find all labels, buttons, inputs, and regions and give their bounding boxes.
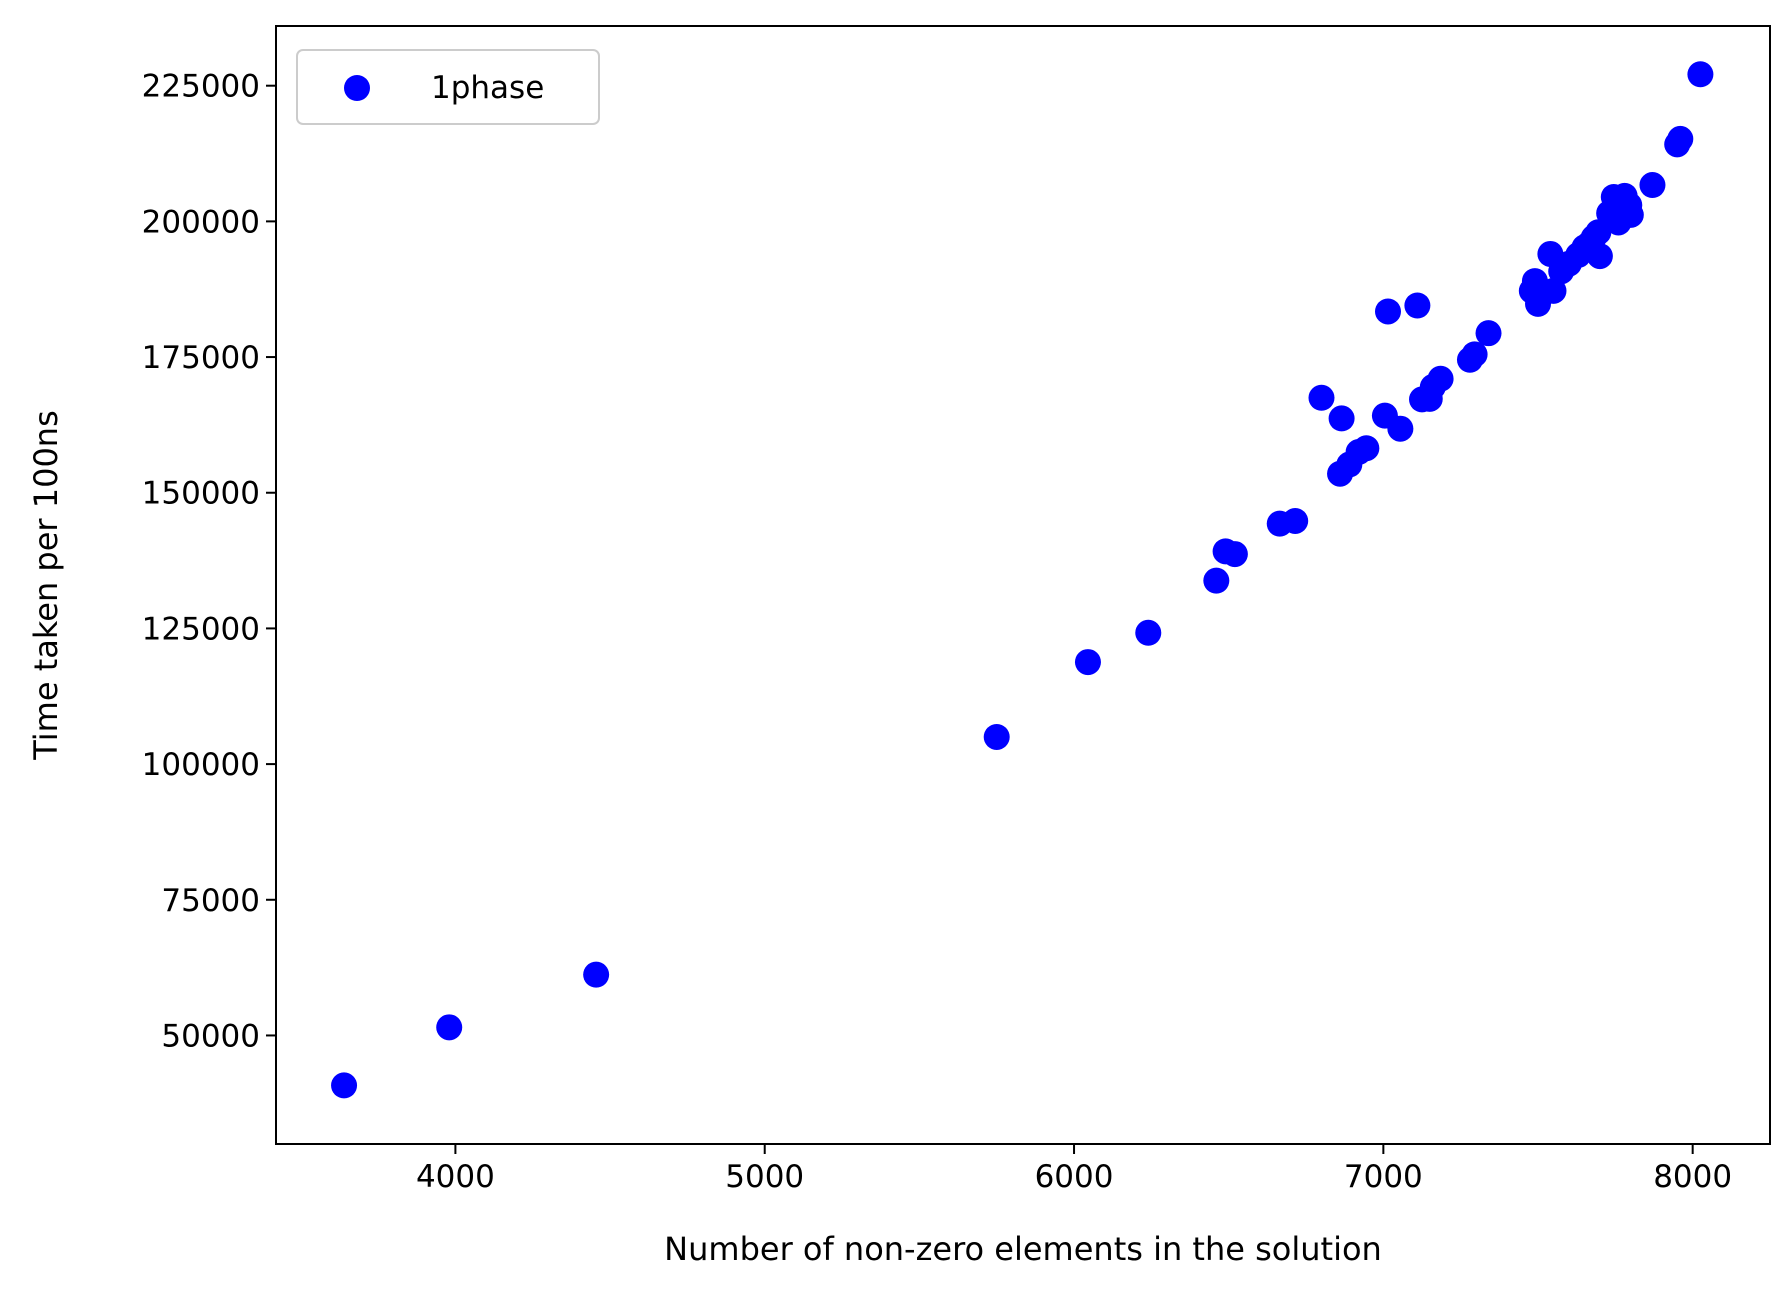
legend-box: [296, 49, 600, 125]
y-tick-label: 125000: [142, 611, 260, 647]
x-tick-label: 7000: [1344, 1159, 1423, 1195]
plot-area: [276, 26, 1770, 1144]
y-tick-label: 50000: [161, 1018, 260, 1054]
legend-marker: [344, 75, 370, 101]
data-point: [983, 723, 1010, 750]
data-point: [1617, 201, 1644, 228]
y-tick-label: 75000: [161, 883, 260, 919]
data-point: [1353, 435, 1380, 462]
data-point: [1328, 405, 1355, 432]
data-point: [331, 1072, 358, 1099]
data-point: [1586, 243, 1613, 270]
x-tick-label: 6000: [1035, 1159, 1114, 1195]
plot-frame: [275, 25, 1771, 1145]
data-point: [1387, 415, 1414, 442]
data-point: [1475, 320, 1502, 347]
data-point: [1461, 341, 1488, 368]
data-point: [1585, 219, 1612, 246]
data-point: [1374, 298, 1401, 325]
data-point: [1667, 125, 1694, 152]
y-tick-label: 175000: [142, 340, 260, 376]
data-point: [1221, 541, 1248, 568]
legend-label-1phase: 1phase: [431, 70, 544, 106]
data-point: [1639, 172, 1666, 199]
data-point: [1135, 619, 1162, 646]
data-point: [583, 961, 610, 988]
data-point: [1282, 507, 1309, 534]
y-tick-label: 200000: [142, 204, 260, 240]
data-point: [1427, 365, 1454, 392]
data-point: [1404, 292, 1431, 319]
x-tick-label: 5000: [725, 1159, 804, 1195]
x-tick-label: 4000: [416, 1159, 495, 1195]
x-axis-label: Number of non-zero elements in the solut…: [664, 1230, 1382, 1268]
data-point: [436, 1014, 463, 1041]
x-axis-ticks: 4000 5000 6000 7000 8000: [416, 1144, 1732, 1195]
y-axis-ticks: 50000 75000 100000 125000 150000 175000 200000…: [142, 69, 276, 1054]
y-tick-label: 225000: [142, 69, 260, 105]
data-point: [1074, 649, 1101, 676]
data-point: [1687, 61, 1714, 88]
y-tick-label: 100000: [142, 747, 260, 783]
data-point: [1540, 277, 1567, 304]
x-tick-label: 8000: [1653, 1159, 1732, 1195]
data-point: [1308, 384, 1335, 411]
data-point: [1203, 567, 1230, 594]
legend: 1phase: [296, 49, 600, 125]
data-points: [331, 61, 1714, 1099]
y-tick-label: 150000: [142, 476, 260, 512]
y-axis-label: Time taken per 100ns: [27, 410, 65, 761]
